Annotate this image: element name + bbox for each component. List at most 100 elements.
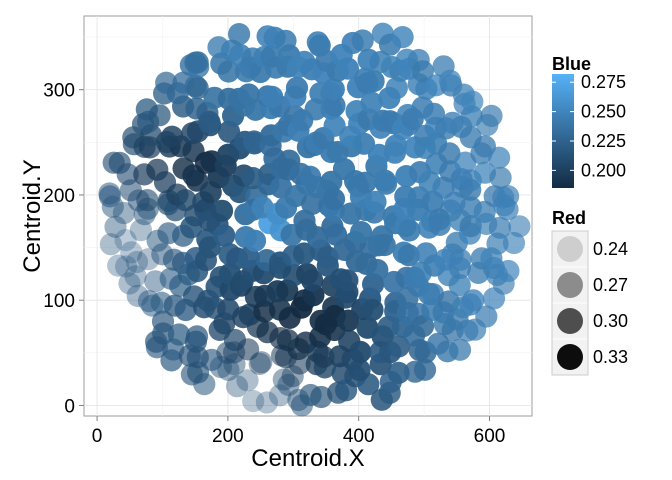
data-point — [268, 384, 292, 407]
data-point — [186, 51, 209, 74]
data-point — [361, 298, 384, 321]
data-point — [116, 163, 139, 186]
data-point — [293, 242, 316, 265]
alpha-legend-key — [551, 266, 589, 304]
data-point — [198, 110, 221, 134]
data-point — [285, 76, 309, 99]
data-point — [248, 352, 271, 375]
alpha-legend-symbol — [557, 308, 583, 334]
data-point — [136, 189, 159, 212]
color-legend-label: 0.200 — [581, 160, 626, 180]
x-tick-label: 600 — [474, 426, 506, 447]
data-point — [98, 185, 121, 208]
data-point — [250, 351, 273, 374]
data-point — [162, 248, 186, 271]
data-point — [362, 70, 385, 93]
data-point — [217, 60, 240, 83]
data-point — [497, 185, 520, 208]
data-point — [274, 29, 297, 52]
data-point — [114, 229, 137, 252]
data-point — [322, 78, 345, 101]
y-tick-label: 200 — [43, 186, 75, 207]
color-legend: Blue 0.200 0.225 0.250 0.275 — [552, 54, 626, 188]
data-point — [228, 22, 251, 46]
data-point — [448, 274, 471, 297]
data-point — [217, 358, 240, 381]
data-point — [151, 310, 175, 333]
data-point — [148, 104, 171, 127]
data-point — [115, 255, 138, 278]
color-legend-label: 0.275 — [581, 72, 626, 92]
data-point — [385, 76, 408, 100]
data-point — [118, 272, 141, 295]
data-point — [255, 391, 278, 414]
data-point — [301, 269, 324, 292]
data-point — [489, 166, 512, 189]
data-point — [325, 223, 348, 246]
color-legend-label: 0.250 — [581, 102, 626, 122]
data-point — [299, 165, 322, 188]
data-point — [422, 102, 445, 125]
data-point — [488, 146, 511, 169]
data-point — [461, 90, 484, 113]
color-legend-label: 0.225 — [581, 131, 626, 151]
data-point — [360, 91, 383, 114]
data-point — [104, 215, 127, 238]
alpha-legend-label: 0.33 — [593, 347, 628, 367]
data-point — [350, 221, 373, 244]
data-point — [364, 190, 387, 213]
data-point — [323, 114, 346, 137]
x-tick-label: 400 — [343, 426, 375, 447]
data-point — [387, 335, 410, 358]
data-point — [261, 85, 284, 108]
x-axis-title: Centroid.X — [251, 445, 364, 472]
data-point — [397, 244, 420, 267]
data-point — [120, 241, 143, 264]
data-point — [226, 375, 249, 398]
data-point — [508, 215, 531, 238]
x-tick-label: 0 — [92, 426, 103, 447]
data-point — [228, 181, 251, 204]
data-point — [213, 224, 236, 247]
data-point — [366, 258, 389, 282]
data-point — [242, 390, 265, 413]
data-point — [336, 269, 359, 292]
data-point — [125, 250, 149, 274]
data-point — [312, 345, 335, 368]
data-point — [448, 338, 472, 361]
data-point — [167, 323, 191, 346]
data-point — [293, 209, 316, 232]
data-point — [384, 134, 408, 157]
data-point — [462, 289, 485, 312]
y-tick-label: 300 — [43, 81, 75, 102]
color-legend-title: Blue — [552, 54, 591, 74]
data-point — [237, 83, 260, 106]
alpha-legend: Red 0.24 0.27 0.30 0.33 — [551, 208, 628, 376]
color-legend-bar — [552, 74, 574, 188]
data-point — [480, 104, 503, 127]
data-point — [398, 219, 421, 242]
y-axis-title: Centroid.Y — [19, 159, 46, 272]
data-point — [411, 315, 435, 338]
data-point — [185, 325, 209, 348]
y-tick-label: 0 — [64, 396, 75, 417]
data-point — [373, 169, 396, 192]
data-point — [391, 25, 414, 49]
data-point — [310, 385, 333, 409]
data-point — [354, 171, 377, 194]
data-point — [112, 201, 135, 225]
data-point — [413, 358, 437, 381]
data-point — [336, 57, 359, 80]
data-points — [98, 22, 531, 417]
alpha-legend-symbol — [557, 236, 583, 262]
data-point — [186, 77, 209, 100]
alpha-legend-label: 0.24 — [593, 239, 628, 259]
data-point — [322, 188, 346, 211]
data-point — [497, 259, 520, 283]
data-point — [174, 189, 197, 212]
data-point — [323, 94, 346, 117]
data-point — [237, 338, 260, 361]
x-tick-label: 200 — [212, 426, 244, 447]
data-point — [306, 31, 329, 54]
data-point — [301, 192, 324, 215]
